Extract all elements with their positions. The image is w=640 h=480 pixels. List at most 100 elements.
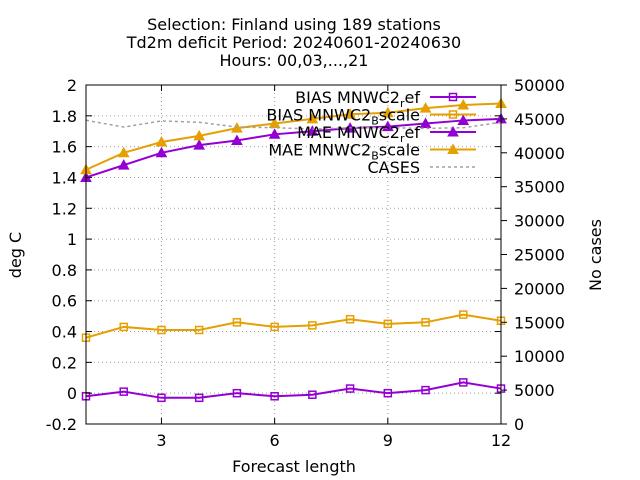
y-tick-label: 0.2: [52, 353, 77, 372]
legend-label: MAE MNWC2Bscale: [268, 141, 420, 163]
legend-label: BIAS MNWC2Bscale: [266, 106, 420, 128]
legend-label: MAE MNWC2ref: [297, 123, 420, 145]
y-tick-label: 1: [67, 230, 77, 249]
y-tick-label: 0.4: [52, 323, 77, 342]
x-tick-label: 6: [270, 431, 280, 450]
series-line: [85, 313, 502, 339]
x-tick-label: 3: [156, 431, 166, 450]
y-axis-label: deg C: [6, 232, 25, 278]
y2-tick-label: 0: [514, 415, 524, 434]
series-1: [81, 310, 506, 342]
data-point: [345, 384, 355, 393]
data-point: [194, 325, 204, 335]
y2-tick-label: 10000: [514, 347, 565, 366]
y-tick-label: -0.2: [46, 415, 77, 434]
y2-axis-label: No cases: [586, 219, 605, 291]
data-point: [194, 393, 204, 403]
legend-label-tail: scale: [379, 141, 420, 160]
series-line: [85, 381, 502, 399]
data-point: [157, 393, 166, 403]
legend-label-main: BIAS MNWC2: [295, 88, 400, 107]
y2-tick-label: 50000: [514, 76, 565, 95]
legend-label-tail: scale: [379, 106, 420, 125]
y2-tick-label: 40000: [514, 144, 565, 163]
y-tick-label: 1.8: [52, 107, 77, 126]
y2-tick-label: 45000: [514, 110, 565, 129]
y-tick-label: 2: [67, 76, 77, 95]
y2-tick-label: 5000: [514, 381, 555, 400]
data-point: [306, 125, 319, 136]
data-point: [157, 325, 166, 335]
data-point: [232, 388, 242, 398]
legend-label-subscript: r: [400, 132, 405, 145]
data-point: [119, 387, 128, 396]
title-line: Selection: Finland using 189 stations: [147, 15, 441, 34]
data-point: [381, 106, 394, 118]
data-point: [457, 99, 470, 110]
legend-label-main: MAE MNWC2: [268, 141, 371, 160]
y2-tick-label: 35000: [514, 178, 565, 197]
y-tick-label: 0.6: [52, 292, 77, 311]
data-point: [419, 117, 432, 129]
data-point: [155, 146, 168, 158]
data-point: [270, 392, 279, 401]
data-point: [419, 102, 432, 113]
data-point: [155, 135, 168, 147]
legend-label-main: BIAS MNWC2: [266, 106, 371, 125]
legend-label-tail: ef: [405, 123, 421, 142]
data-point: [119, 322, 128, 332]
y2-tick-label: 20000: [514, 279, 565, 298]
legend-label-main: MAE MNWC2: [297, 123, 400, 142]
legend-label-subscript: B: [371, 150, 379, 163]
legend-label: BIAS MNWC2ref: [295, 88, 420, 110]
title-line: Td2m deficit Period: 20240601-20240630: [126, 33, 461, 52]
legend-marker: [447, 143, 459, 154]
y2-tick-label: 25000: [514, 246, 565, 265]
grid: [86, 85, 501, 424]
x-tick-label: 9: [383, 431, 393, 450]
legend-marker: [448, 110, 458, 119]
legend-marker: [448, 92, 458, 102]
plot-border: [85, 84, 502, 425]
data-point: [268, 117, 281, 129]
y-tick-label: 0: [67, 384, 77, 403]
legend-marker: [447, 125, 459, 137]
y-tick-label: 1.6: [52, 138, 77, 157]
data-point: [457, 114, 470, 125]
y2-tick-label: 15000: [514, 313, 565, 332]
series-line: [85, 102, 502, 171]
data-point: [459, 378, 468, 387]
legend-label-tail: ef: [405, 88, 421, 107]
data-point: [117, 159, 130, 170]
series-line: [85, 117, 502, 179]
legend-label: CASES: [367, 158, 420, 177]
data-point: [308, 321, 317, 330]
data-point: [383, 388, 393, 398]
x-tick-label: 12: [491, 431, 511, 450]
series-2: [80, 112, 507, 182]
data-point: [193, 139, 206, 150]
y-tick-label: 1.2: [52, 199, 77, 218]
axes: -0.2 0 0.2 0.4 0.6 0.8 1 1.2 1.4 1.6 1.8 2 0 5000 1000…: [46, 76, 565, 450]
data-point: [117, 146, 130, 158]
data-point: [231, 134, 243, 145]
legend-label-subscript: B: [371, 115, 379, 128]
data-point: [383, 319, 393, 329]
data-point: [345, 314, 355, 324]
data-point: [344, 108, 356, 119]
data-point: [421, 318, 430, 327]
data-point: [308, 390, 317, 399]
legend-label-subscript: r: [400, 97, 405, 110]
x-axis-label: Forecast length: [232, 457, 356, 476]
y-tick-label: 0.8: [52, 261, 77, 280]
series-0: [81, 378, 506, 403]
data-point: [270, 322, 279, 332]
data-point: [421, 385, 430, 395]
data-point: [193, 129, 206, 141]
chart-title: Selection: Finland using 189 stationsTd2…: [126, 15, 461, 70]
data-point: [268, 128, 281, 139]
legend-label-main: CASES: [367, 158, 420, 177]
series-group: [80, 97, 507, 403]
